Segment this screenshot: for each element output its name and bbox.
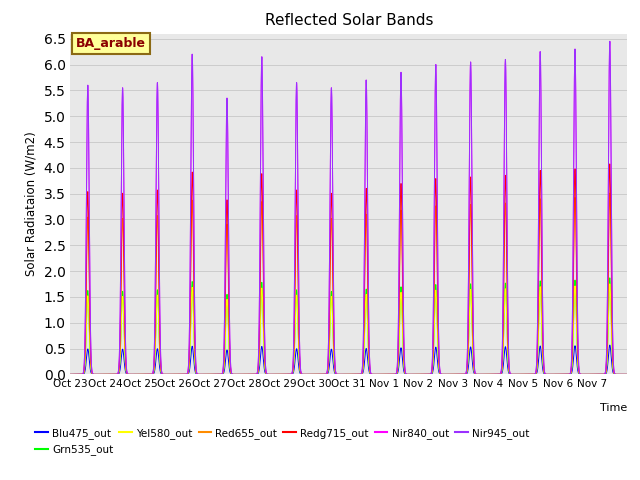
Redg715_out bbox=[182, 372, 189, 377]
Nir840_out bbox=[502, 58, 509, 63]
Y-axis label: Solar Radiataion (W/m2): Solar Radiataion (W/m2) bbox=[25, 132, 38, 276]
Yel580_out bbox=[399, 350, 407, 356]
Line: Blu475_out: Blu475_out bbox=[70, 345, 627, 374]
Redg715_out bbox=[543, 372, 551, 377]
Nir945_out bbox=[206, 372, 214, 377]
Line: Red655_out: Red655_out bbox=[70, 193, 627, 374]
Red655_out bbox=[543, 372, 551, 377]
Nir945_out bbox=[370, 372, 378, 377]
Red655_out bbox=[529, 372, 537, 377]
Nir840_out bbox=[606, 38, 614, 44]
Redg715_out bbox=[399, 323, 407, 328]
Nir840_out bbox=[529, 372, 537, 377]
Grn535_out bbox=[529, 372, 537, 377]
Grn535_out bbox=[502, 280, 509, 286]
Grn535_out bbox=[399, 349, 407, 355]
Redg715_out bbox=[623, 372, 631, 377]
Blu475_out bbox=[206, 372, 214, 377]
Red655_out bbox=[606, 191, 614, 196]
Line: Redg715_out: Redg715_out bbox=[70, 164, 627, 374]
Nir840_out bbox=[623, 372, 631, 377]
Yel580_out bbox=[529, 372, 537, 377]
Grn535_out bbox=[606, 275, 614, 281]
Nir945_out bbox=[529, 372, 537, 377]
Grn535_out bbox=[67, 372, 74, 377]
Red655_out bbox=[67, 372, 74, 377]
Blu475_out bbox=[67, 372, 74, 377]
Line: Grn535_out: Grn535_out bbox=[70, 278, 627, 374]
Line: Yel580_out: Yel580_out bbox=[70, 284, 627, 374]
Nir945_out bbox=[543, 372, 551, 377]
Nir840_out bbox=[399, 294, 407, 300]
Red655_out bbox=[623, 372, 631, 377]
Text: BA_arable: BA_arable bbox=[76, 37, 146, 50]
Red655_out bbox=[206, 372, 214, 377]
Legend: Blu475_out, Grn535_out, Yel580_out, Red655_out, Redg715_out, Nir840_out, Nir945_: Blu475_out, Grn535_out, Yel580_out, Red6… bbox=[31, 424, 533, 459]
Blu475_out bbox=[606, 342, 614, 348]
Red655_out bbox=[370, 372, 378, 377]
Nir945_out bbox=[623, 372, 631, 377]
Grn535_out bbox=[182, 372, 189, 377]
Nir945_out bbox=[502, 58, 509, 63]
Yel580_out bbox=[206, 372, 214, 377]
Nir840_out bbox=[370, 372, 378, 377]
Red655_out bbox=[399, 329, 407, 335]
Yel580_out bbox=[182, 372, 189, 377]
Redg715_out bbox=[502, 173, 509, 179]
Line: Nir840_out: Nir840_out bbox=[70, 41, 627, 374]
Nir945_out bbox=[67, 372, 74, 377]
Blu475_out bbox=[529, 372, 537, 377]
Line: Nir945_out: Nir945_out bbox=[70, 41, 627, 374]
Blu475_out bbox=[502, 344, 509, 349]
Redg715_out bbox=[370, 372, 378, 377]
Nir945_out bbox=[606, 38, 614, 44]
Blu475_out bbox=[370, 372, 378, 377]
Redg715_out bbox=[67, 372, 74, 377]
Redg715_out bbox=[606, 161, 614, 167]
Blu475_out bbox=[182, 372, 189, 377]
Grn535_out bbox=[543, 372, 551, 377]
Title: Reflected Solar Bands: Reflected Solar Bands bbox=[264, 13, 433, 28]
Text: Time: Time bbox=[600, 403, 627, 413]
Nir945_out bbox=[399, 294, 407, 300]
Blu475_out bbox=[399, 365, 407, 371]
Yel580_out bbox=[502, 286, 509, 292]
Nir840_out bbox=[206, 372, 214, 377]
Redg715_out bbox=[206, 372, 214, 377]
Redg715_out bbox=[529, 372, 537, 377]
Yel580_out bbox=[623, 372, 631, 377]
Yel580_out bbox=[606, 281, 614, 287]
Red655_out bbox=[182, 372, 189, 377]
Yel580_out bbox=[370, 372, 378, 377]
Nir840_out bbox=[67, 372, 74, 377]
Red655_out bbox=[502, 201, 509, 206]
Grn535_out bbox=[370, 372, 378, 377]
Nir945_out bbox=[182, 372, 189, 377]
Grn535_out bbox=[623, 372, 631, 377]
Yel580_out bbox=[543, 372, 551, 377]
Blu475_out bbox=[623, 372, 631, 377]
Nir840_out bbox=[543, 372, 551, 377]
Nir840_out bbox=[182, 372, 189, 377]
Grn535_out bbox=[206, 372, 214, 377]
Blu475_out bbox=[543, 372, 551, 377]
Yel580_out bbox=[67, 372, 74, 377]
